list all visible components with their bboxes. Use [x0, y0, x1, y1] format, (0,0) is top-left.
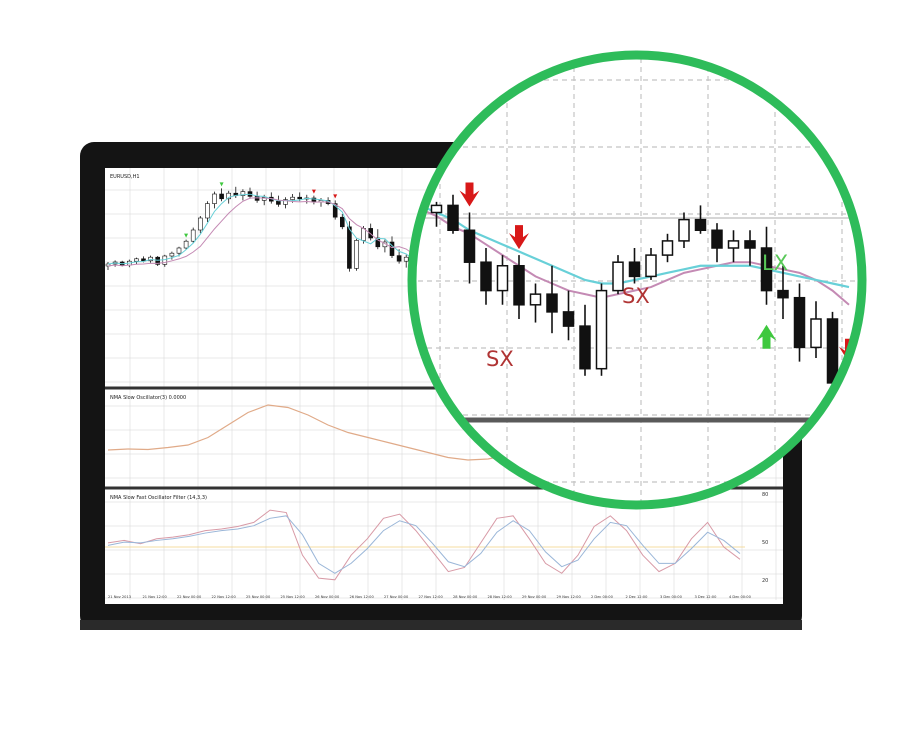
time-axis-label: 26 Nov 12:00	[350, 595, 375, 599]
main-candle-body	[339, 216, 345, 228]
lx-label: LX	[762, 251, 788, 275]
main-ma-slow-line	[107, 197, 428, 267]
main-candle-body	[198, 217, 203, 231]
main-signal-arrow	[311, 189, 316, 194]
time-axis-label: 3 Dec 00:00	[660, 595, 683, 599]
zoom-candle-body	[645, 254, 657, 278]
zoom-candle-body	[595, 289, 608, 370]
main-candle-body	[290, 196, 295, 200]
stoch-level-label-high: 80	[762, 492, 768, 498]
time-axis-label: 27 Nov 12:00	[419, 595, 444, 599]
time-axis-label: 28 Nov 00:00	[453, 595, 478, 599]
main-candle-body	[276, 200, 281, 205]
stoch-level-label-low: 20	[762, 578, 768, 584]
main-candle-body	[283, 199, 288, 205]
zoom-candle-body	[727, 240, 740, 249]
main-candle-body	[254, 196, 260, 201]
time-axis-label: 28 Nov 12:00	[488, 595, 513, 599]
zoom-candle-body	[529, 293, 542, 306]
sell-arrow-icon	[459, 182, 480, 207]
stochastic-signal-line	[107, 515, 741, 574]
main-candle-body	[240, 191, 246, 196]
time-axis-label: 27 Nov 00:00	[384, 595, 409, 599]
main-candle-body	[354, 240, 359, 269]
zoom-candle-body	[562, 311, 575, 327]
main-candle-body	[183, 240, 189, 249]
zoom-candle-body	[579, 325, 591, 370]
zoom-candle-body	[661, 240, 674, 256]
main-candle-body	[297, 196, 303, 200]
main-candle-body	[212, 193, 217, 204]
time-axis-label: 2 Dec 12:00	[626, 595, 649, 599]
main-candle-body	[389, 241, 395, 256]
time-axis-label: 2 Dec 00:00	[591, 595, 614, 599]
main-candle-body	[368, 228, 374, 239]
time-axis-label: 25 Nov 12:00	[281, 595, 306, 599]
zoom-candle-body	[513, 265, 525, 306]
main-candle-body	[169, 252, 175, 257]
main-candle-body	[205, 203, 210, 219]
main-ma-fast-line	[107, 193, 428, 265]
time-axis-label: 22 Nov 12:00	[212, 595, 237, 599]
main-candle-body	[261, 196, 267, 201]
main-candle-body	[403, 256, 409, 262]
main-candle-body	[361, 228, 366, 241]
zoom-candle-body	[810, 318, 822, 349]
main-candle-body	[190, 229, 196, 242]
zoom-candle-body	[447, 204, 459, 231]
main-candle-body	[226, 192, 231, 200]
main-signal-arrow	[184, 233, 189, 238]
zoom-candle-body	[777, 289, 789, 299]
zoom-candle-body	[678, 218, 690, 242]
zoom-candle-body	[744, 240, 756, 249]
main-signals	[184, 182, 338, 238]
zoom-candle-body	[628, 261, 641, 278]
main-panel-title: EURUSD,H1	[110, 174, 140, 180]
main-candle-body	[134, 258, 139, 262]
time-axis-label: 25 Nov 00:00	[246, 595, 271, 599]
time-axis-label: 22 Nov 00:00	[177, 595, 202, 599]
sell-arrow-icon	[509, 225, 529, 250]
stochastic-main-line	[107, 509, 741, 581]
main-candle-body	[219, 193, 224, 200]
main-signal-arrow	[219, 182, 224, 187]
time-axis-label: 4 Dec 00:00	[729, 595, 752, 599]
zoom-candle-body	[843, 382, 855, 402]
main-candle-body	[141, 258, 146, 262]
sx-label-2: SX	[622, 284, 650, 308]
magnifier-ring	[407, 50, 867, 510]
main-candle-body	[396, 255, 402, 262]
zoom-candle-body	[546, 293, 558, 313]
zoom-ma-slow-line	[419, 208, 850, 306]
zoom-candle-body	[496, 265, 509, 292]
oscillator-panel-title: NMA Slow Oscillator(3) 0.0000	[110, 395, 186, 401]
zoom-candle-body	[612, 261, 624, 292]
zoom-candle-body	[430, 204, 443, 214]
buy-arrow-icon	[756, 324, 777, 349]
zoom-candle-body	[760, 247, 773, 292]
zoom-candle-body	[694, 218, 707, 232]
time-axis-label: 26 Nov 00:00	[315, 595, 340, 599]
laptop-bottom-edge	[80, 620, 802, 630]
time-axis-label: 21 Nov 12:00	[143, 595, 168, 599]
zoom-candle-body	[480, 261, 492, 292]
time-axis-label: 29 Nov 00:00	[522, 595, 547, 599]
zoom-candle-body	[711, 229, 723, 249]
main-candle-body	[176, 247, 182, 254]
main-signal-arrow	[333, 194, 338, 199]
time-axis: 21 Nov 2013 21 Nov 12:00 22 Nov 00:00 22 No…	[108, 595, 752, 599]
zoom-candle-body	[826, 318, 839, 384]
time-axis-label: 21 Nov 2013	[108, 595, 131, 599]
zoom-candle-body	[793, 296, 806, 349]
main-candle-body	[332, 203, 338, 218]
stochastic-panel-title: NMA Slow Fast Oscillator Filter (14,3,3)	[110, 495, 207, 501]
time-axis-label: 29 Nov 12:00	[557, 595, 582, 599]
main-candle-body	[347, 226, 352, 269]
sx-label-1: SX	[486, 347, 514, 371]
zoom-candle-body	[463, 229, 476, 263]
stoch-level-label-mid: 50	[762, 540, 768, 546]
time-axis-label: 3 Dec 12:00	[695, 595, 718, 599]
